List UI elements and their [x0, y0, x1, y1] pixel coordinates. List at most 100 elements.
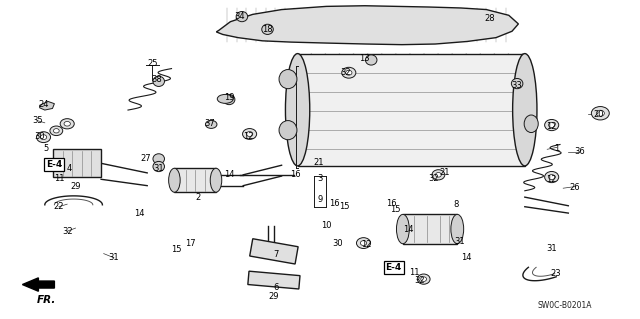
Text: 31: 31: [454, 237, 465, 246]
Ellipse shape: [279, 121, 297, 140]
Ellipse shape: [356, 238, 371, 249]
Ellipse shape: [64, 122, 70, 126]
Text: 21: 21: [314, 158, 324, 167]
Ellipse shape: [53, 129, 59, 133]
Ellipse shape: [432, 170, 445, 180]
Text: 16: 16: [329, 199, 339, 208]
Ellipse shape: [436, 173, 442, 177]
Text: 3: 3: [317, 174, 323, 182]
Text: 11: 11: [410, 268, 420, 277]
Text: 12: 12: [547, 175, 557, 184]
Text: 34: 34: [235, 12, 245, 21]
Bar: [298, 54, 525, 166]
Bar: [403, 214, 458, 244]
Ellipse shape: [153, 76, 164, 86]
Text: 14: 14: [403, 225, 413, 234]
Text: 21: 21: [440, 168, 450, 177]
Text: 26: 26: [570, 183, 580, 192]
Polygon shape: [216, 6, 518, 45]
Ellipse shape: [279, 70, 297, 89]
Text: 38: 38: [152, 75, 162, 84]
Text: 14: 14: [134, 209, 145, 218]
Ellipse shape: [545, 119, 559, 131]
Ellipse shape: [223, 94, 235, 105]
Text: 7: 7: [274, 250, 279, 259]
Text: 17: 17: [186, 239, 196, 248]
Text: 31: 31: [109, 253, 119, 262]
Text: 32: 32: [340, 68, 351, 77]
Ellipse shape: [236, 11, 248, 22]
Text: 9: 9: [317, 195, 323, 204]
Ellipse shape: [153, 161, 164, 172]
Ellipse shape: [243, 129, 257, 139]
Ellipse shape: [246, 131, 253, 137]
Ellipse shape: [50, 126, 63, 136]
Ellipse shape: [285, 54, 310, 166]
Ellipse shape: [548, 174, 555, 180]
Text: 1: 1: [554, 144, 559, 153]
Ellipse shape: [397, 214, 410, 244]
Text: 19: 19: [224, 93, 234, 102]
Ellipse shape: [169, 168, 180, 192]
Text: 37: 37: [205, 119, 215, 128]
Text: 2: 2: [196, 193, 201, 202]
Text: 33: 33: [512, 81, 522, 90]
Text: 29: 29: [269, 292, 279, 300]
Text: 11: 11: [54, 174, 64, 182]
Text: 15: 15: [171, 245, 181, 254]
Text: 35: 35: [32, 116, 42, 125]
Text: 14: 14: [224, 170, 234, 179]
Ellipse shape: [210, 168, 222, 192]
Ellipse shape: [548, 122, 555, 128]
Text: 16: 16: [291, 170, 301, 179]
Text: 20: 20: [593, 110, 604, 119]
Ellipse shape: [451, 214, 463, 244]
Ellipse shape: [591, 107, 609, 120]
Ellipse shape: [524, 115, 538, 133]
Text: 23: 23: [550, 269, 561, 278]
FancyArrow shape: [22, 278, 54, 291]
Text: 10: 10: [321, 221, 332, 230]
Ellipse shape: [217, 94, 233, 103]
Text: 15: 15: [390, 205, 401, 214]
Text: 32: 32: [414, 276, 424, 285]
Polygon shape: [40, 101, 54, 110]
Text: 30: 30: [35, 132, 45, 141]
Text: 28: 28: [484, 14, 495, 23]
Text: 27: 27: [141, 154, 151, 163]
Text: E-4: E-4: [385, 263, 402, 272]
Text: FR.: FR.: [36, 295, 56, 305]
Text: 16: 16: [387, 199, 397, 208]
Text: 36: 36: [574, 147, 584, 156]
Ellipse shape: [360, 241, 367, 246]
Text: 6: 6: [274, 283, 279, 292]
Ellipse shape: [60, 119, 74, 129]
Text: 4: 4: [67, 164, 72, 173]
Text: 5: 5: [44, 144, 49, 153]
Text: 32: 32: [429, 174, 439, 182]
Ellipse shape: [40, 135, 47, 140]
Text: 12: 12: [243, 132, 253, 141]
Ellipse shape: [421, 277, 427, 281]
Text: 31: 31: [547, 244, 557, 253]
Ellipse shape: [342, 67, 356, 78]
Text: 8: 8: [453, 200, 458, 209]
Ellipse shape: [417, 274, 430, 284]
Ellipse shape: [596, 110, 604, 116]
Text: 22: 22: [54, 202, 64, 211]
Bar: [250, 239, 298, 264]
Ellipse shape: [205, 121, 217, 129]
Text: 29: 29: [70, 182, 81, 191]
Text: 32: 32: [62, 227, 72, 236]
Text: 18: 18: [262, 25, 273, 34]
Text: 25: 25: [147, 59, 157, 68]
Bar: [52, 149, 101, 177]
Ellipse shape: [513, 54, 537, 166]
Text: 15: 15: [339, 202, 349, 211]
Bar: [248, 271, 300, 289]
Text: 24: 24: [38, 100, 49, 109]
Ellipse shape: [365, 55, 377, 65]
Text: 31: 31: [154, 164, 164, 173]
Text: 13: 13: [360, 54, 370, 63]
Text: SW0C-B0201A: SW0C-B0201A: [537, 301, 592, 310]
